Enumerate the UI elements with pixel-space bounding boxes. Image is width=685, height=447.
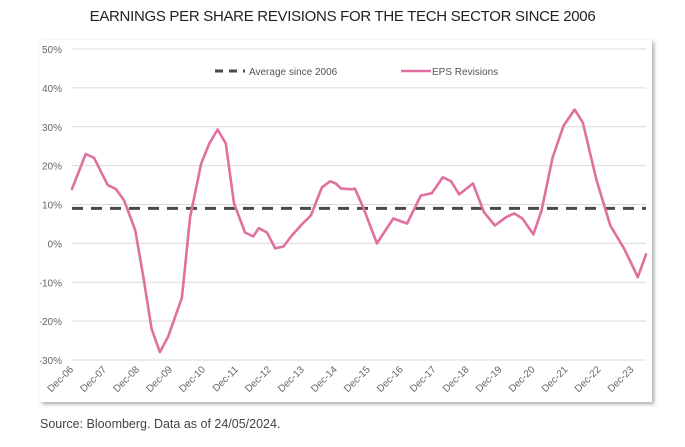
y-tick-label: -10% — [40, 278, 62, 289]
y-tick-label: 10% — [42, 201, 62, 212]
x-tick-label: Dec-07 — [78, 364, 109, 395]
x-tick-label: Dec-12 — [243, 364, 274, 395]
chart-panel: 50% 40% 30% 20% 10% 0% -10% -20% -30% Dec-06 Dec-0… — [40, 40, 652, 402]
y-tick-label: 40% — [42, 84, 62, 95]
x-tick-label: Dec-08 — [111, 364, 142, 395]
x-tick-label: Dec-21 — [540, 364, 571, 395]
x-tick-label: Dec-15 — [342, 364, 373, 395]
x-tick-label: Dec-16 — [375, 364, 406, 395]
chart-title: EARNINGS PER SHARE REVISIONS FOR THE TEC… — [89, 8, 596, 25]
legend-label-eps: EPS Revisions — [432, 67, 498, 78]
x-tick-label: Dec-14 — [309, 364, 340, 395]
x-tick-label: Dec-20 — [507, 364, 538, 395]
x-tick-label: Dec-13 — [276, 364, 307, 395]
x-tick-label: Dec-18 — [441, 364, 472, 395]
x-tick-label: Dec-23 — [606, 364, 637, 395]
x-tick-label: Dec-19 — [474, 364, 505, 395]
x-tick-label: Dec-11 — [211, 364, 241, 394]
x-tick-label: Dec-17 — [408, 364, 439, 395]
y-tick-label: -30% — [40, 356, 62, 367]
y-tick-label: 0% — [48, 239, 63, 250]
x-tick-label: Dec-09 — [144, 364, 175, 395]
x-tick-label: Dec-22 — [573, 364, 604, 395]
y-tick-label: 50% — [42, 45, 62, 56]
eps-revisions-chart: 50%40%30%20%10%0%-10%-20%-30%Dec-06 Dec-0… — [40, 45, 648, 395]
eps-revisions-line — [70, 108, 648, 354]
y-tick-label: -20% — [40, 317, 62, 328]
y-tick-label: 20% — [42, 162, 62, 173]
source-note: Source: Bloomberg. Data as of 24/05/2024… — [40, 417, 281, 431]
x-tick-label: Dec-06 — [46, 364, 77, 395]
x-tick-label: Dec-10 — [177, 364, 208, 395]
legend-label-average: Average since 2006 — [249, 67, 338, 78]
y-tick-label: 30% — [42, 123, 62, 134]
